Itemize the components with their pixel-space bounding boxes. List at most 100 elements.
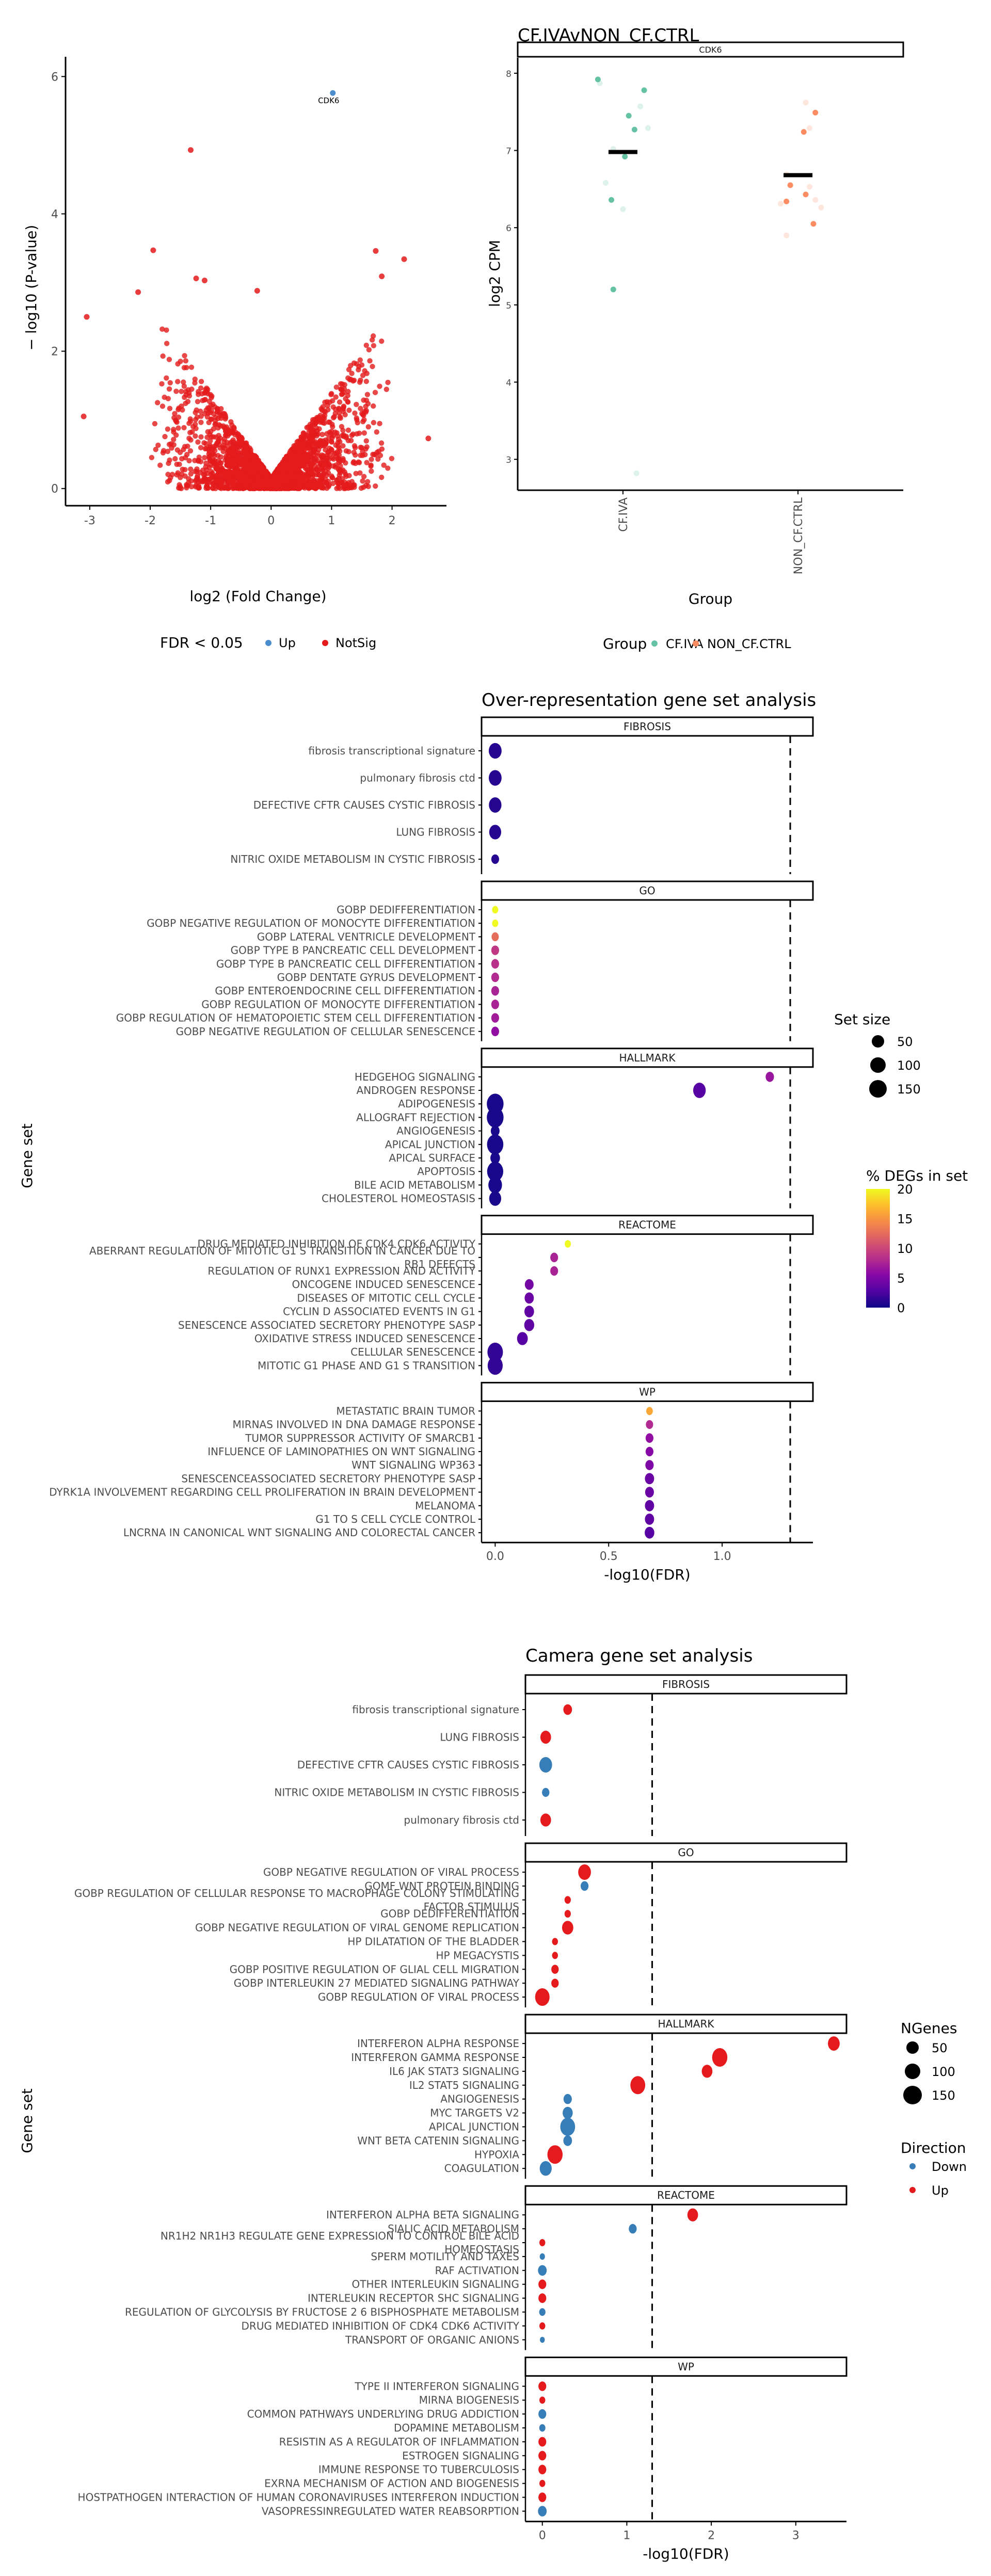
strip-x-tick-label: NON_CF.CTRL bbox=[792, 497, 805, 574]
ora-panel-go-row-label: GOBP TYPE B PANCREATIC CELL DIFFERENTIAT… bbox=[216, 958, 475, 970]
camera-panel-hallmark-row-label: INTERFERON GAMMA RESPONSE bbox=[351, 2051, 519, 2064]
volcano-point bbox=[278, 473, 284, 479]
volcano-point bbox=[321, 453, 327, 459]
volcano-point bbox=[305, 459, 311, 464]
volcano-point bbox=[291, 455, 297, 460]
volcano-point bbox=[228, 440, 233, 446]
camera-panel-wp-dot bbox=[538, 2409, 547, 2419]
strip-legend-label: NON_CF.CTRL bbox=[707, 637, 791, 651]
volcano-point bbox=[186, 476, 191, 482]
volcano-point bbox=[291, 467, 297, 473]
volcano-point bbox=[159, 381, 165, 387]
volcano-point bbox=[309, 462, 315, 468]
volcano-point bbox=[212, 418, 218, 424]
volcano-y-tick-label: 0 bbox=[51, 483, 58, 496]
volcano-point bbox=[367, 358, 373, 364]
volcano-point bbox=[216, 441, 222, 447]
camera-panel-fibrosis-row-label: pulmonary fibrosis ctd bbox=[404, 1814, 519, 1826]
volcano-point bbox=[175, 361, 181, 367]
volcano-point bbox=[273, 485, 279, 491]
volcano-point bbox=[345, 389, 351, 394]
volcano-point bbox=[314, 433, 319, 439]
ora-panel-hallmark-dot bbox=[490, 1152, 500, 1164]
volcano-point bbox=[187, 448, 194, 454]
strip-point bbox=[631, 126, 637, 133]
ora-panel-reactome-dot bbox=[524, 1306, 534, 1317]
camera-panel-reactome-dot bbox=[539, 2337, 545, 2343]
camera-size-legend-key bbox=[905, 2064, 920, 2079]
strip-point bbox=[784, 198, 790, 204]
volcano-point bbox=[337, 466, 343, 473]
volcano-point bbox=[368, 462, 374, 468]
volcano-point bbox=[273, 478, 279, 484]
volcano-point bbox=[309, 469, 314, 475]
volcano-point bbox=[345, 393, 350, 398]
volcano-point bbox=[183, 358, 189, 364]
volcano-point bbox=[354, 431, 360, 437]
volcano-point bbox=[339, 424, 345, 429]
strip-y-tick-label: 5 bbox=[506, 301, 512, 311]
camera-panel-hallmark-row-label: HYPOXIA bbox=[474, 2148, 519, 2161]
volcano-point bbox=[224, 458, 230, 464]
volcano-point bbox=[363, 378, 369, 384]
camera-panel-wp-dot bbox=[539, 2396, 546, 2404]
ora-panel-fibrosis-dot bbox=[488, 743, 502, 759]
volcano-point bbox=[175, 425, 181, 431]
camera-panel-wp-dot bbox=[538, 2381, 547, 2391]
volcano-point bbox=[201, 440, 207, 446]
volcano-point bbox=[243, 484, 249, 490]
volcano-point bbox=[300, 453, 307, 459]
volcano-point bbox=[233, 468, 239, 474]
volcano-point bbox=[155, 442, 161, 448]
strip-y-tick-label: 7 bbox=[506, 147, 512, 157]
volcano-point bbox=[282, 456, 287, 462]
strip-point bbox=[777, 201, 784, 207]
ora-panel-reactome-row-label: CELLULAR SENESCENCE bbox=[350, 1346, 475, 1358]
camera-size-legend-label: 50 bbox=[932, 2041, 948, 2055]
volcano-point bbox=[207, 458, 213, 463]
camera-panel-hallmark-dot bbox=[547, 2145, 563, 2164]
strip-series-non-cf-ctrl bbox=[777, 100, 824, 238]
volcano-point bbox=[373, 248, 379, 254]
volcano-point bbox=[306, 452, 311, 458]
volcano-point bbox=[353, 460, 358, 466]
volcano-point bbox=[204, 467, 210, 473]
volcano-point bbox=[184, 485, 189, 491]
ora-panel-fibrosis-row-label: DEFECTIVE CFTR CAUSES CYSTIC FIBROSIS bbox=[253, 799, 475, 811]
ora-panel-hallmark-dot bbox=[490, 1125, 500, 1136]
volcano-point bbox=[322, 443, 327, 448]
volcano-point bbox=[171, 437, 177, 442]
ora-panel-go-row-label: GOBP REGULATION OF HEMATOPOIETIC STEM CE… bbox=[116, 1012, 475, 1024]
volcano-point bbox=[243, 444, 249, 450]
ora-title: Over-representation gene set analysis bbox=[482, 690, 816, 711]
camera-panel-reactome-header bbox=[524, 2185, 848, 2205]
ora-panel-hallmark-row-label: CHOLESTEROL HOMEOSTASIS bbox=[322, 1193, 475, 1205]
ora-panel-wp-dot bbox=[645, 1446, 653, 1457]
camera-direction-legend-label: Up bbox=[932, 2183, 949, 2198]
camera-panel-go-row-label: GOMF WNT PROTEIN BINDING bbox=[364, 1880, 519, 1892]
volcano-point bbox=[160, 353, 166, 359]
ora-panel-go-row-label: GOBP LATERAL VENTRICLE DEVELOPMENT bbox=[257, 930, 476, 943]
camera-panel-reactome-dot bbox=[629, 2224, 637, 2234]
ora-panel-wp-row-label: LNCRNA IN CANONICAL WNT SIGNALING AND CO… bbox=[123, 1526, 475, 1539]
volcano-point bbox=[343, 448, 349, 454]
volcano-point bbox=[307, 434, 312, 440]
volcano-point bbox=[263, 476, 269, 481]
ora-panel-hallmark-header bbox=[481, 1048, 814, 1068]
ora-panel-go-dot bbox=[491, 1000, 499, 1009]
volcano-point bbox=[198, 445, 204, 450]
volcano-point bbox=[334, 433, 341, 439]
ora-colorbar-tick-label: 10 bbox=[897, 1242, 913, 1256]
ora-panel-reactome-dot bbox=[524, 1279, 534, 1290]
ora-panel-fibrosis-dot bbox=[491, 854, 499, 864]
volcano-point bbox=[322, 462, 328, 468]
volcano-point bbox=[200, 467, 206, 473]
volcano-point bbox=[171, 429, 177, 435]
volcano-point bbox=[154, 400, 161, 406]
camera-direction-legend-title: Direction bbox=[901, 2139, 966, 2156]
ora-panel-wp-dot bbox=[645, 1487, 654, 1498]
volcano-point bbox=[360, 373, 366, 378]
camera-panel-go-header bbox=[524, 1842, 848, 1863]
volcano-point bbox=[363, 482, 369, 488]
ora-panel-wp-dot bbox=[645, 1433, 653, 1443]
